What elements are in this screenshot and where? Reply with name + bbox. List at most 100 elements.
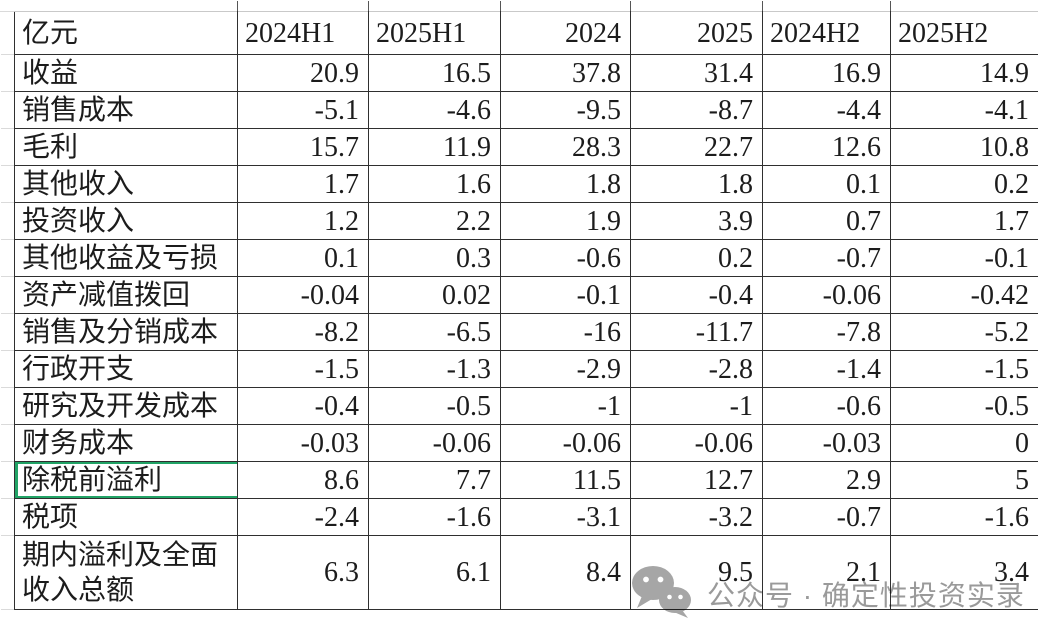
cell[interactable]: -4.1: [890, 91, 1038, 129]
cell[interactable]: -3.2: [630, 498, 763, 536]
cell[interactable]: 0.3: [368, 239, 501, 277]
cell[interactable]: 6.1: [368, 535, 501, 610]
column-header-2025H1[interactable]: 2025H1: [368, 1, 502, 55]
cell[interactable]: 8.6: [237, 461, 369, 499]
cell[interactable]: 1.2: [237, 202, 369, 240]
cell[interactable]: 2.2: [368, 202, 501, 240]
cell[interactable]: 16.9: [762, 54, 891, 92]
row-label[interactable]: 税项: [1, 498, 238, 537]
row-label[interactable]: 研究及开发成本: [1, 387, 238, 426]
cell[interactable]: 3.9: [630, 202, 763, 240]
cell[interactable]: 0.7: [762, 202, 891, 240]
cell[interactable]: 11.9: [368, 128, 501, 166]
cell[interactable]: 1.8: [630, 165, 763, 203]
cell[interactable]: 0.1: [237, 239, 369, 277]
row-label[interactable]: 其他收入: [1, 165, 238, 204]
cell[interactable]: 22.7: [630, 128, 763, 166]
cell[interactable]: -2.8: [630, 350, 763, 388]
cell[interactable]: 9.5: [630, 535, 763, 610]
cell[interactable]: 0.02: [368, 276, 501, 314]
cell[interactable]: 1.9: [500, 202, 631, 240]
cell[interactable]: -8.7: [630, 91, 763, 129]
cell[interactable]: 1.7: [890, 202, 1038, 240]
cell[interactable]: 3.4: [890, 535, 1038, 610]
cell[interactable]: -0.1: [890, 239, 1038, 277]
cell[interactable]: 28.3: [500, 128, 631, 166]
cell[interactable]: 16.5: [368, 54, 501, 92]
cell[interactable]: -5.2: [890, 313, 1038, 351]
cell[interactable]: -1.5: [237, 350, 369, 388]
cell[interactable]: -0.7: [762, 239, 891, 277]
cell[interactable]: 31.4: [630, 54, 763, 92]
row-label[interactable]: 行政开支: [1, 350, 238, 389]
row-label[interactable]: 毛利: [1, 128, 238, 167]
row-label[interactable]: 投资收入: [1, 202, 238, 241]
cell[interactable]: -0.03: [237, 424, 369, 462]
cell[interactable]: 2.9: [762, 461, 891, 499]
cell[interactable]: -0.03: [762, 424, 891, 462]
cell[interactable]: 0.2: [890, 165, 1038, 203]
cell[interactable]: 37.8: [500, 54, 631, 92]
cell[interactable]: 15.7: [237, 128, 369, 166]
column-header-2025[interactable]: 2025: [630, 1, 764, 55]
column-header-2024H1[interactable]: 2024H1: [237, 1, 370, 55]
cell[interactable]: -4.6: [368, 91, 501, 129]
cell[interactable]: 20.9: [237, 54, 369, 92]
cell[interactable]: -4.4: [762, 91, 891, 129]
row-label[interactable]: 销售成本: [1, 91, 238, 130]
column-header-2024H2[interactable]: 2024H2: [762, 1, 892, 55]
cell[interactable]: -0.06: [500, 424, 631, 462]
row-label[interactable]: 收益: [1, 54, 238, 93]
cell[interactable]: -5.1: [237, 91, 369, 129]
cell[interactable]: 1.6: [368, 165, 501, 203]
cell[interactable]: -0.06: [368, 424, 501, 462]
unit-header-cell[interactable]: 亿元: [1, 1, 239, 56]
cell[interactable]: 7.7: [368, 461, 501, 499]
row-label[interactable]: 资产减值拨回: [1, 276, 238, 315]
cell[interactable]: 6.3: [237, 535, 369, 610]
cell[interactable]: -16: [500, 313, 631, 351]
cell[interactable]: -0.5: [890, 387, 1038, 425]
cell[interactable]: 1.7: [237, 165, 369, 203]
cell[interactable]: 12.6: [762, 128, 891, 166]
cell[interactable]: 8.4: [500, 535, 631, 610]
row-label[interactable]: 财务成本: [1, 424, 238, 463]
cell[interactable]: 0.1: [762, 165, 891, 203]
row-label[interactable]: 销售及分销成本: [1, 313, 238, 352]
cell[interactable]: -0.42: [890, 276, 1038, 314]
cell[interactable]: -0.06: [630, 424, 763, 462]
cell[interactable]: -0.4: [237, 387, 369, 425]
cell[interactable]: -1.4: [762, 350, 891, 388]
cell[interactable]: 5: [890, 461, 1038, 499]
cell[interactable]: 1.8: [500, 165, 631, 203]
cell[interactable]: 0: [890, 424, 1038, 462]
cell[interactable]: -1.5: [890, 350, 1038, 388]
cell[interactable]: -8.2: [237, 313, 369, 351]
cell[interactable]: -0.1: [500, 276, 631, 314]
column-header-2024[interactable]: 2024: [500, 1, 632, 55]
cell[interactable]: -0.5: [368, 387, 501, 425]
cell[interactable]: -1: [630, 387, 763, 425]
cell[interactable]: -1.3: [368, 350, 501, 388]
cell[interactable]: -0.6: [500, 239, 631, 277]
cell[interactable]: 0.2: [630, 239, 763, 277]
row-label[interactable]: 其他收益及亏损: [1, 239, 238, 278]
column-header-2025H2[interactable]: 2025H2: [890, 11, 1038, 55]
cell[interactable]: 10.8: [890, 128, 1038, 166]
cell[interactable]: -3.1: [500, 498, 631, 536]
cell[interactable]: -0.04: [237, 276, 369, 314]
row-label[interactable]: 除税前溢利: [1, 461, 238, 500]
cell[interactable]: -9.5: [500, 91, 631, 129]
cell[interactable]: -0.7: [762, 498, 891, 536]
cell[interactable]: -0.6: [762, 387, 891, 425]
cell[interactable]: 14.9: [890, 54, 1038, 92]
row-label[interactable]: 期内溢利及全面收入总额: [1, 535, 238, 611]
cell[interactable]: 12.7: [630, 461, 763, 499]
cell[interactable]: 2.1: [762, 535, 891, 610]
cell[interactable]: -2.4: [237, 498, 369, 536]
cell[interactable]: -2.9: [500, 350, 631, 388]
cell[interactable]: 11.5: [500, 461, 631, 499]
cell[interactable]: -1.6: [368, 498, 501, 536]
cell[interactable]: -1: [500, 387, 631, 425]
cell[interactable]: -11.7: [630, 313, 763, 351]
